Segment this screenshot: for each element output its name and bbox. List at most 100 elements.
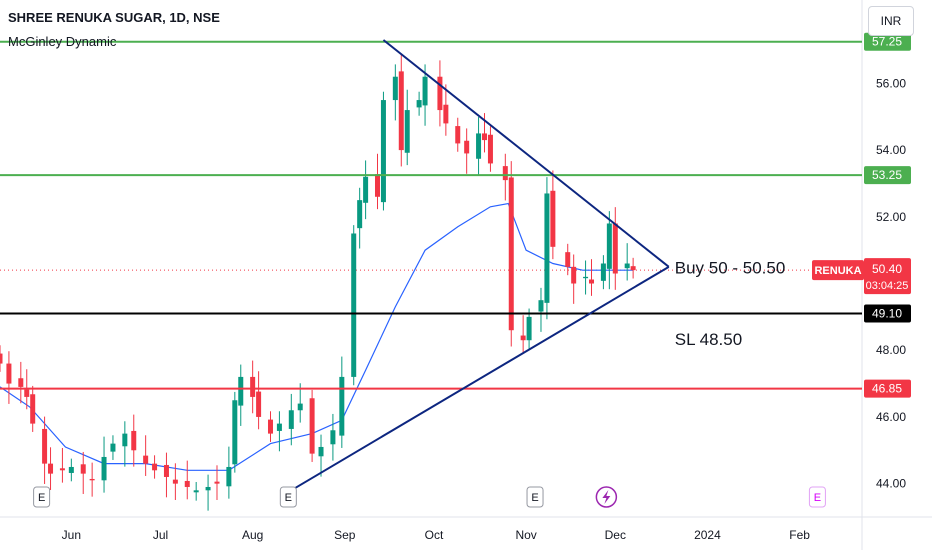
candle-body: [330, 430, 336, 445]
candle-body: [48, 463, 54, 474]
candle-body: [42, 428, 48, 464]
level-tag-label: 57.25: [872, 35, 902, 49]
candle-body: [437, 76, 443, 111]
candle-body: [184, 480, 190, 487]
level-tag: [864, 304, 911, 323]
x-tick-label: 2024: [694, 528, 721, 542]
candle-body: [30, 394, 36, 424]
candle-body: [422, 76, 428, 106]
candle-body: [68, 466, 74, 473]
candle-body: [6, 363, 12, 384]
candle-body: [18, 378, 24, 387]
candle-body: [487, 134, 493, 164]
earnings-icon-letter: E: [814, 492, 821, 504]
last-price-value: 50.40: [872, 262, 902, 276]
level-tag: [864, 166, 911, 185]
candle-body: [404, 110, 410, 153]
y-tick-label: 44.00: [876, 477, 906, 491]
x-tick-label: Aug: [242, 528, 263, 542]
candle-body: [374, 174, 380, 197]
indicator-name: McGinley Dynamic: [8, 34, 117, 49]
symbol-tag-label: RENUKA: [814, 265, 861, 277]
candle-body: [24, 389, 30, 397]
candle-body: [502, 166, 508, 181]
candle-body: [443, 104, 449, 124]
candle-body: [600, 263, 606, 281]
candle-body: [464, 140, 470, 154]
y-tick-label: 54.00: [876, 143, 906, 157]
candle-body: [214, 481, 220, 484]
candle-body: [226, 466, 232, 487]
candle-body: [80, 464, 86, 474]
candle-body: [416, 100, 422, 108]
candle-body: [276, 423, 282, 431]
candle-body: [59, 468, 65, 471]
candle-body: [122, 433, 128, 447]
candle-body: [267, 419, 273, 434]
candle-body: [318, 446, 324, 457]
candle-body: [143, 455, 149, 464]
bar-countdown: 03:04:25: [866, 280, 909, 292]
candle-body: [297, 403, 303, 411]
candle-body: [256, 391, 262, 417]
candle-body: [526, 316, 532, 341]
candle-body: [205, 486, 211, 491]
candle-body: [131, 430, 137, 451]
x-tick-label: Oct: [425, 528, 444, 542]
candle-body: [571, 266, 577, 284]
y-tick-label: 46.00: [876, 410, 906, 424]
triangle-trendline: [382, 39, 670, 268]
candle-body: [309, 398, 315, 454]
candle-body: [538, 300, 544, 312]
candle-body: [508, 177, 514, 331]
candle-body: [101, 456, 107, 481]
candle-body: [238, 376, 244, 406]
x-tick-label: Feb: [789, 528, 810, 542]
candle-body: [544, 193, 550, 303]
candle-body: [152, 463, 158, 471]
candle-body: [583, 276, 589, 279]
candle-body: [589, 279, 595, 284]
mcginley-dynamic-line: [0, 202, 634, 471]
x-tick-label: Dec: [605, 528, 626, 542]
candle-body: [363, 176, 369, 203]
symbol-tag: [812, 260, 864, 281]
candle-body: [0, 353, 3, 364]
x-tick-label: Sep: [334, 528, 356, 542]
candle-body: [476, 133, 482, 159]
x-tick-label: Nov: [515, 528, 536, 542]
y-tick-label: 48.00: [876, 343, 906, 357]
candle-body: [565, 252, 571, 267]
candle-body: [380, 100, 386, 203]
candle-body: [250, 376, 256, 397]
earnings-event-icon: [808, 486, 826, 508]
level-tag-label: 46.85: [872, 382, 902, 396]
candle-body: [193, 490, 199, 493]
trade-annotation: SL 48.50: [675, 330, 742, 349]
level-tag: [864, 379, 911, 398]
candle-body: [351, 233, 357, 377]
level-tag: [864, 32, 911, 51]
earnings-icon-letter: E: [531, 492, 538, 504]
candle-body: [520, 335, 526, 341]
y-tick-label: 52.00: [876, 210, 906, 224]
level-tag-label: 49.10: [872, 307, 902, 321]
x-tick-label: Jun: [62, 528, 81, 542]
triangle-trendline: [290, 265, 670, 492]
currency-button[interactable]: INR: [868, 6, 914, 36]
candle-body: [612, 223, 618, 274]
earnings-event-icon: [526, 486, 544, 508]
candle-body: [163, 464, 169, 477]
candle-body: [89, 478, 95, 481]
trade-annotation: Buy 50 - 50.50: [675, 259, 786, 278]
earnings-event-icon: [33, 486, 51, 508]
y-tick-label: 56.00: [876, 76, 906, 90]
candle-body: [624, 263, 630, 269]
candle-body: [172, 479, 178, 484]
candle-body: [630, 266, 636, 271]
earnings-icon-letter: E: [285, 492, 292, 504]
last-price-tag: [864, 258, 911, 295]
symbol-title: SHREE RENUKA SUGAR, 1D, NSE: [8, 10, 220, 25]
